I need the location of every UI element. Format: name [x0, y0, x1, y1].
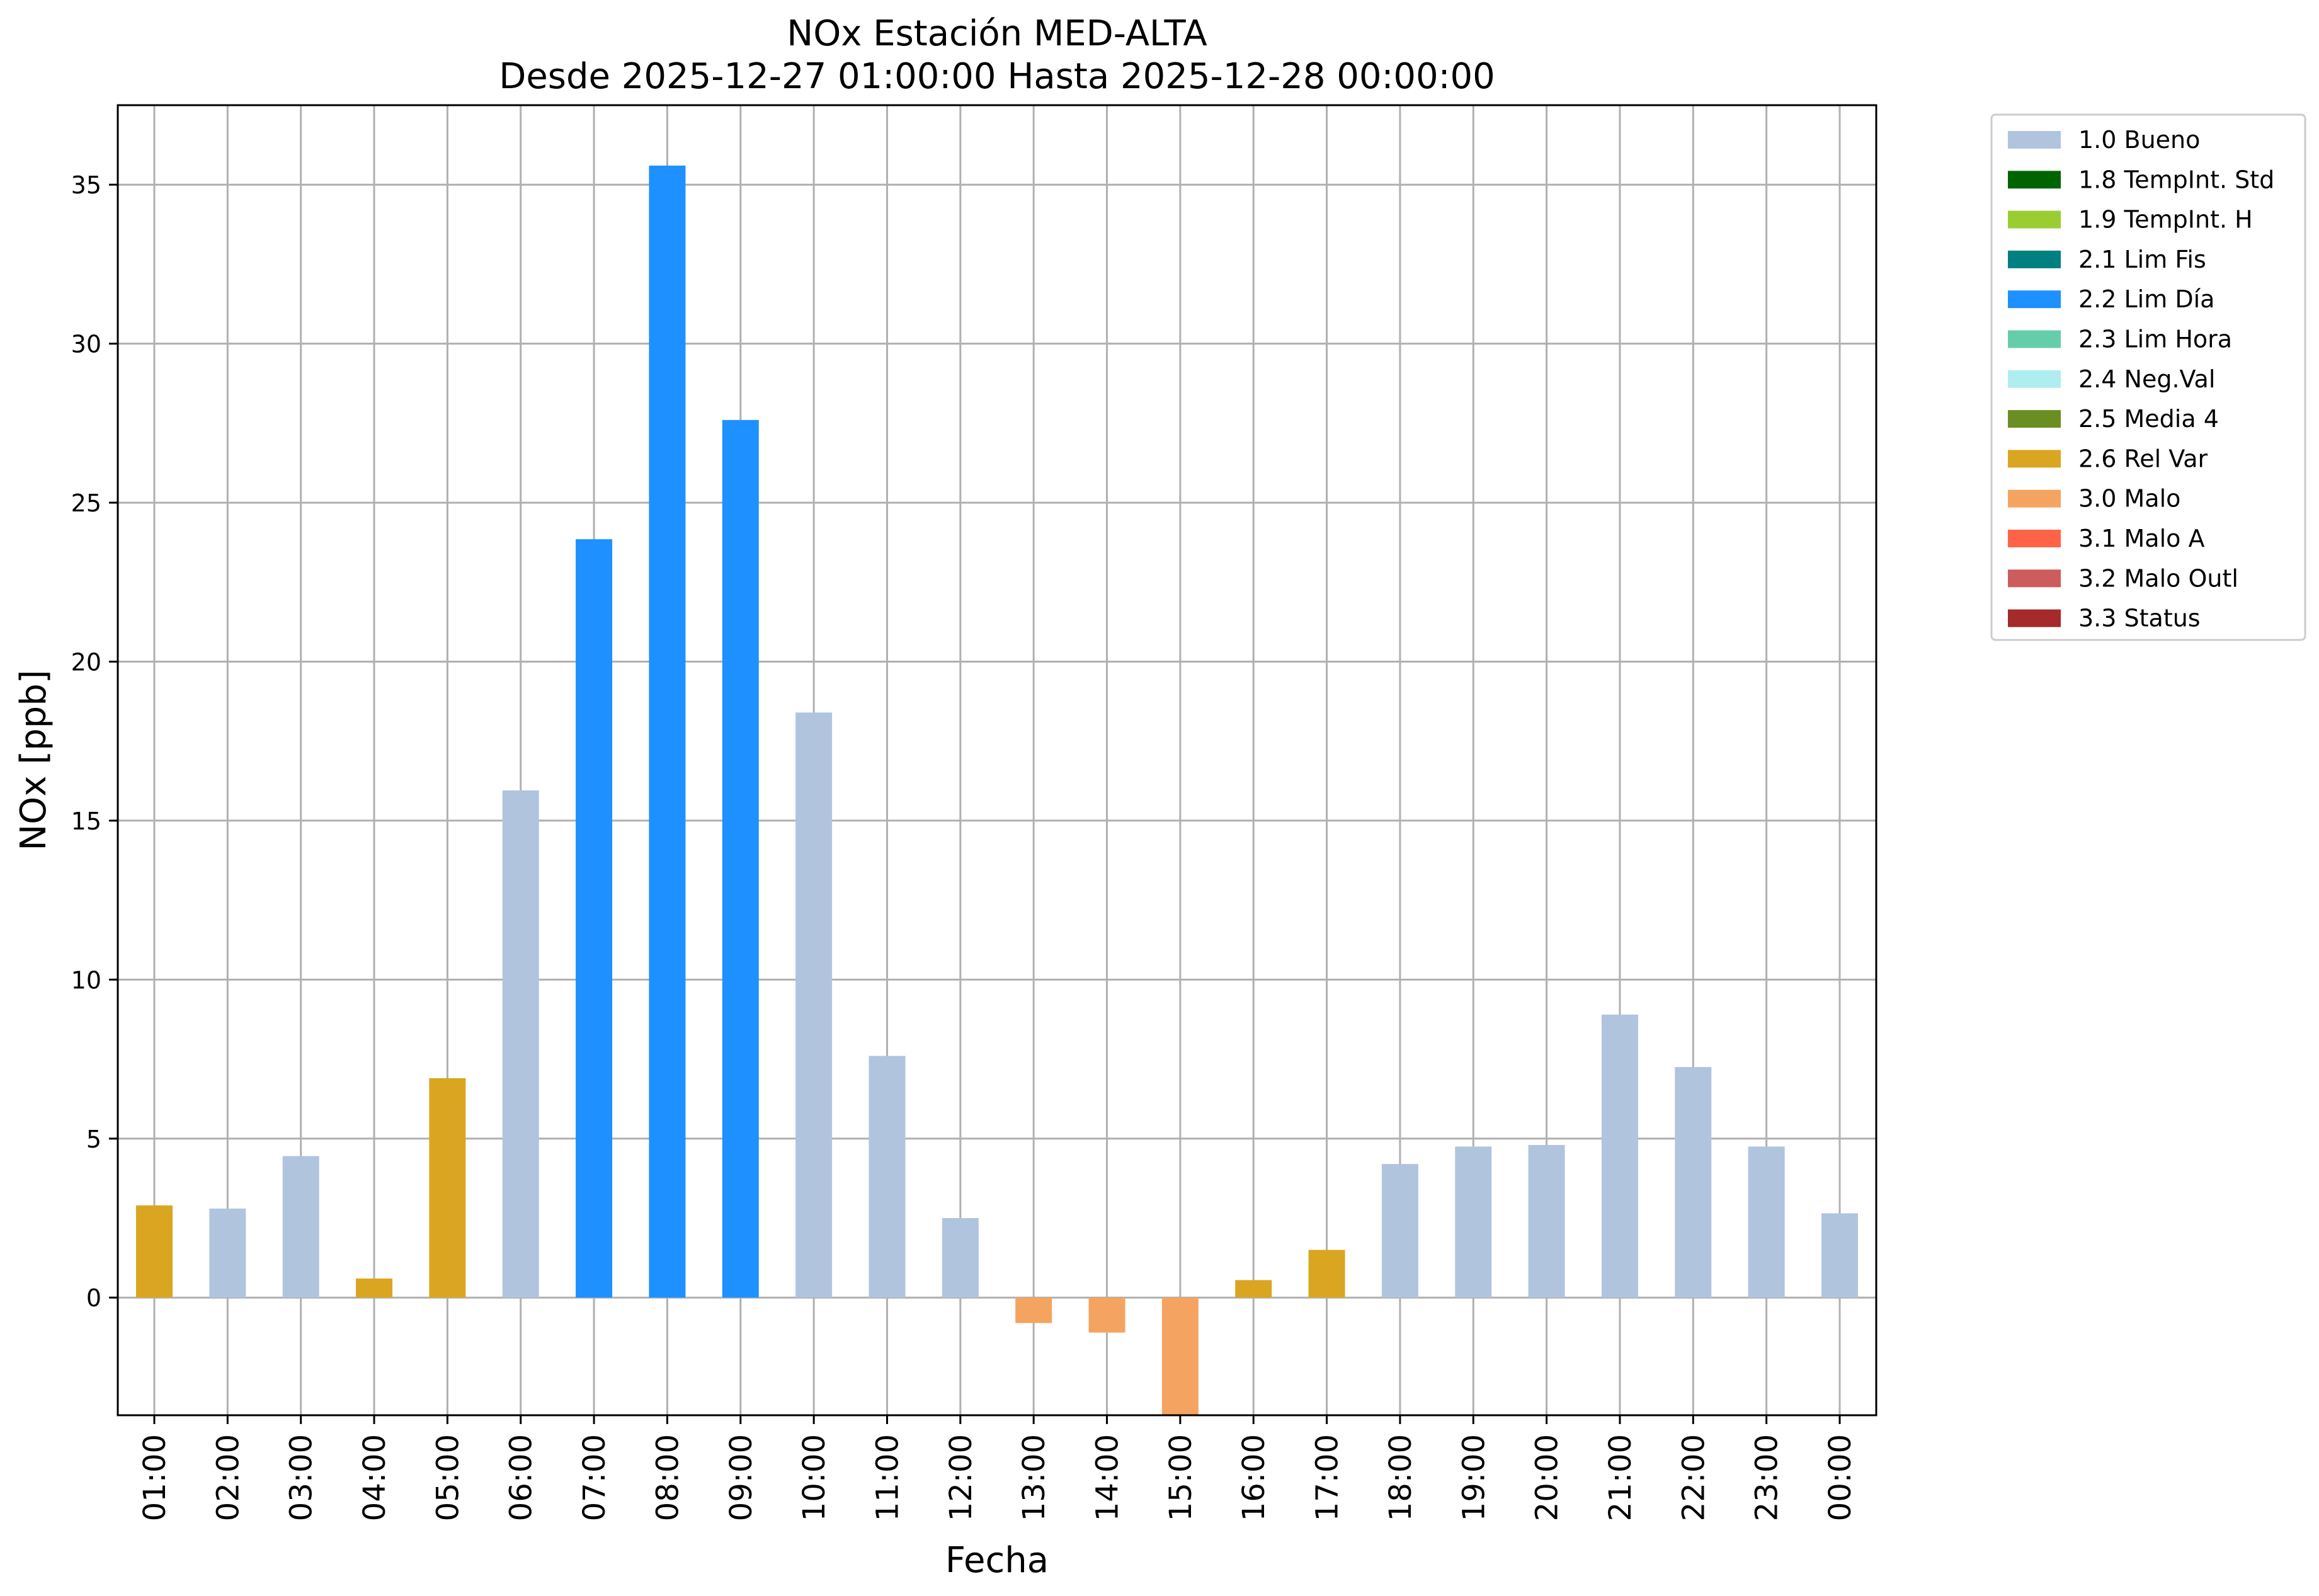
legend-label: 3.2 Malo Outl [2078, 564, 2238, 592]
chart-subtitle: Desde 2025-12-27 01:00:00 Hasta 2025-12-… [499, 56, 1495, 97]
legend-swatch [2008, 290, 2061, 309]
x-axis-ticks: 01:00 02:00 03:00 04:00 05:00 06:00 07:00 08:00… [137, 1415, 1858, 1521]
bar-1700 [1308, 1250, 1345, 1298]
x-tick-label: 13:00 [1017, 1434, 1052, 1521]
legend-swatch [2008, 210, 2061, 229]
y-tick-label: 15 [71, 807, 101, 835]
y-tick-label: 30 [71, 331, 101, 358]
x-tick-label: 22:00 [1676, 1434, 1711, 1521]
x-tick-label: 01:00 [137, 1434, 173, 1521]
x-tick-label: 19:00 [1456, 1434, 1491, 1521]
bar-0800 [649, 165, 686, 1298]
legend-swatch [2008, 609, 2061, 627]
x-tick-label: 12:00 [943, 1434, 979, 1521]
y-tick-label: 20 [71, 648, 101, 676]
legend-swatch [2008, 171, 2061, 189]
bars [136, 165, 1858, 1415]
legend-label: 2.2 Lim Día [2078, 285, 2214, 313]
x-tick-label: 05:00 [430, 1434, 465, 1521]
legend-frame [1990, 113, 2306, 641]
x-tick-label: 21:00 [1603, 1434, 1638, 1521]
x-tick-label: 06:00 [504, 1434, 539, 1521]
x-axis-label: Fecha [945, 1540, 1049, 1581]
legend-label: 2.1 Lim Fis [2078, 246, 2206, 273]
bar-0000 [1821, 1213, 1858, 1298]
bar-1100 [869, 1056, 906, 1298]
x-tick-label: 02:00 [210, 1434, 246, 1521]
legend-label: 1.9 TempInt. H [2078, 206, 2253, 234]
plot-frame [117, 104, 1877, 1416]
x-tick-label: 04:00 [357, 1434, 392, 1521]
legend-label: 2.4 Neg.Val [2078, 365, 2215, 393]
legend-label: 1.0 Bueno [2078, 126, 2200, 154]
bar-1800 [1381, 1164, 1418, 1298]
legend-label: 2.3 Lim Hora [2078, 326, 2232, 353]
legend-swatch [2008, 489, 2061, 508]
chart-title: NOx Estación MED-ALTA [787, 13, 1207, 54]
x-tick-label: 20:00 [1530, 1434, 1565, 1521]
y-tick-label: 0 [86, 1284, 101, 1312]
bar-0600 [502, 790, 539, 1298]
y-tick-label: 25 [71, 489, 101, 517]
legend-entries: 1.0 Bueno 1.8 TempInt. Std 1.9 TempInt. H 2… [2008, 126, 2274, 632]
x-tick-label: 16:00 [1236, 1434, 1272, 1521]
legend-swatch [2008, 330, 2061, 348]
y-axis-ticks: 0 5 10 15 20 25 30 35 [71, 171, 118, 1312]
bar-1200 [942, 1217, 979, 1298]
bar-0200 [209, 1208, 246, 1298]
bar-0100 [136, 1205, 173, 1298]
legend-swatch [2008, 131, 2061, 149]
x-tick-label: 03:00 [284, 1434, 319, 1521]
legend: 1.0 Bueno 1.8 TempInt. Std 1.9 TempInt. H 2… [1990, 113, 2306, 641]
bar-1400 [1088, 1297, 1125, 1333]
x-tick-label: 23:00 [1750, 1434, 1785, 1521]
x-tick-label: 17:00 [1310, 1434, 1345, 1521]
bar-2300 [1748, 1146, 1785, 1298]
x-tick-label: 09:00 [724, 1434, 759, 1521]
y-tick-label: 35 [71, 171, 101, 199]
bar-1500 [1161, 1297, 1199, 1415]
bar-1300 [1015, 1297, 1052, 1323]
bar-2200 [1675, 1067, 1712, 1298]
x-tick-label: 11:00 [870, 1434, 905, 1521]
x-tick-label: 07:00 [577, 1434, 612, 1521]
legend-label: 1.8 TempInt. Std [2078, 166, 2274, 193]
bar-1900 [1455, 1146, 1492, 1298]
y-tick-label: 10 [71, 966, 101, 994]
x-tick-label: 00:00 [1823, 1434, 1858, 1521]
legend-label: 2.5 Media 4 [2078, 405, 2219, 433]
x-tick-label: 10:00 [797, 1434, 832, 1521]
bar-0700 [576, 539, 613, 1298]
legend-swatch [2008, 450, 2061, 468]
bar-0900 [722, 419, 759, 1298]
bar-0300 [282, 1156, 319, 1298]
legend-label: 3.0 Malo [2078, 485, 2180, 513]
bar-1000 [795, 712, 833, 1298]
bar-0400 [356, 1278, 393, 1298]
x-tick-label: 14:00 [1090, 1434, 1125, 1521]
legend-swatch [2008, 410, 2061, 428]
legend-label: 3.1 Malo A [2078, 525, 2204, 552]
legend-label: 2.6 Rel Var [2078, 445, 2208, 472]
y-axis-label: NOx [ppb] [13, 670, 54, 850]
bar-2000 [1528, 1144, 1565, 1298]
legend-swatch [2008, 370, 2061, 388]
x-tick-label: 15:00 [1163, 1434, 1199, 1521]
bar-1600 [1235, 1280, 1272, 1298]
bar-0500 [429, 1078, 466, 1298]
legend-swatch [2008, 530, 2061, 547]
bar-2100 [1601, 1014, 1638, 1298]
legend-label: 3.3 Status [2078, 605, 2201, 632]
x-tick-label: 08:00 [650, 1434, 685, 1521]
legend-swatch [2008, 569, 2061, 588]
legend-swatch [2008, 250, 2061, 268]
x-tick-label: 18:00 [1383, 1434, 1418, 1521]
y-tick-label: 5 [86, 1126, 101, 1153]
